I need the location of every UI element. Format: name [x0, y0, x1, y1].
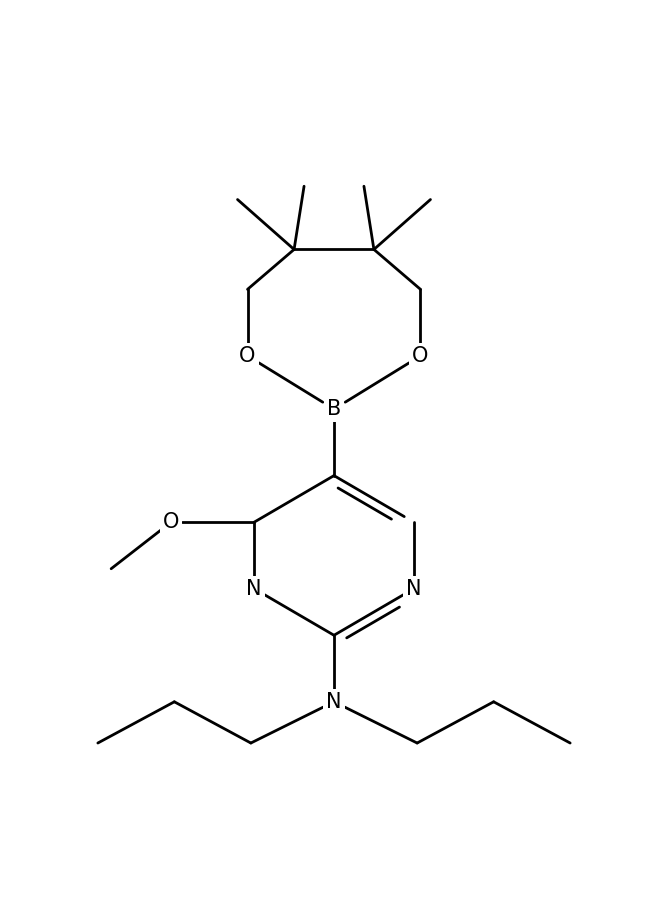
Text: O: O	[239, 346, 256, 365]
Text: B: B	[327, 399, 341, 419]
Text: O: O	[412, 346, 429, 365]
Text: N: N	[406, 578, 422, 599]
Text: N: N	[326, 691, 342, 712]
Text: O: O	[163, 512, 179, 533]
Text: N: N	[246, 578, 262, 599]
